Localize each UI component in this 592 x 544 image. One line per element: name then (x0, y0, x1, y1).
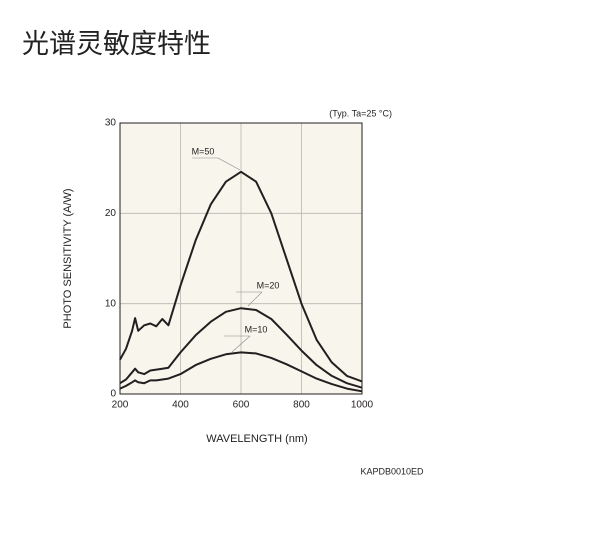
page-title: 光谱灵敏度特性 (22, 29, 211, 60)
x-axis-label: WAVELENGTH (nm) (206, 433, 307, 445)
series-line (119, 351, 363, 393)
figure-code: KAPDB0010ED (360, 466, 424, 476)
leader-line (247, 291, 263, 307)
leader-line (231, 335, 251, 353)
series-line (119, 170, 363, 383)
series-line (119, 307, 363, 389)
x-tick-label: 200 (112, 400, 129, 411)
y-tick-label: 0 (110, 389, 116, 400)
y-tick-label: 20 (105, 208, 117, 219)
series-label: M=10 (245, 324, 268, 334)
y-tick-label: 10 (105, 298, 117, 309)
x-tick-label: 1000 (351, 400, 374, 411)
annotation: (Typ. Ta=25 °C) (329, 108, 392, 118)
y-tick-label: 30 (105, 118, 117, 129)
x-tick-label: 800 (293, 400, 310, 411)
x-tick-label: 400 (172, 400, 189, 411)
series-label: M=20 (257, 280, 280, 290)
leader-line (217, 157, 241, 171)
series-label: M=50 (192, 146, 215, 156)
y-axis-label: PHOTO SENSITIVITY (A/W) (62, 188, 74, 328)
plot-frame (119, 122, 363, 395)
x-tick-label: 600 (233, 400, 250, 411)
